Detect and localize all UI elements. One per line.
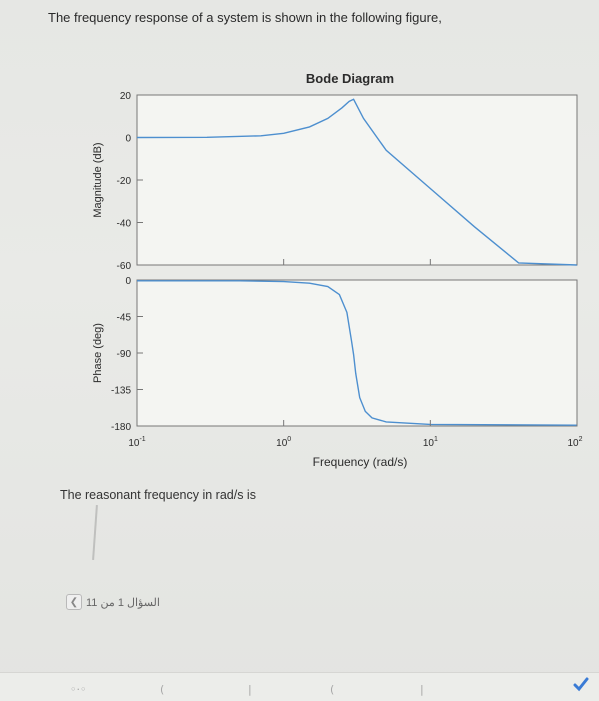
x-tick-label: 101 [423, 436, 438, 449]
magnitude-series-line [136, 98, 578, 266]
magnitude-ytick-label: -40 [117, 219, 132, 230]
magnitude-panel: Magnitude (dB) 20 0 -20 -40 -60 [92, 91, 578, 272]
phase-series-line [137, 280, 578, 426]
question-sheet: The frequency response of a system is sh… [48, 10, 583, 610]
phase-ytick-label: -180 [111, 422, 131, 433]
chart-title: Bode Diagram [306, 71, 394, 86]
answer-prompt: The reasonant frequency in rad/s is [60, 488, 256, 502]
previous-question-button[interactable]: ❮ [66, 594, 82, 610]
magnitude-plot-area [136, 94, 578, 266]
check-icon[interactable] [573, 676, 589, 692]
phase-panel: Phase (deg) 0 -45 -90 -135 -180 [92, 276, 578, 433]
bottom-toolbar: ◦·◦ ( | ( | [0, 672, 599, 701]
phase-ylabel: Phase (deg) [92, 323, 104, 383]
phase-ytick-label: 0 [125, 276, 131, 287]
x-tick-label: 102 [567, 436, 582, 449]
x-tick-label: 10-1 [128, 436, 145, 449]
toolbar-glyph-4: ( [330, 683, 335, 696]
magnitude-y-ticks: 20 0 -20 -40 -60 [117, 91, 143, 272]
pager-text: السؤال 1 من 11 [86, 596, 160, 609]
question-pager: ❮ السؤال 1 من 11 [66, 594, 160, 610]
magnitude-ylabel: Magnitude (dB) [92, 142, 104, 217]
phase-ytick-label: -90 [117, 349, 132, 360]
phase-ytick-label: -45 [117, 313, 132, 324]
magnitude-ytick-label: -20 [117, 176, 132, 187]
phase-y-ticks: 0 -45 -90 -135 -180 [111, 276, 143, 433]
x-tick-label: 100 [276, 436, 291, 449]
magnitude-ytick-label: 0 [125, 134, 131, 145]
phase-ytick-label: -135 [111, 386, 131, 397]
magnitude-ytick-label: -60 [117, 261, 132, 272]
x-axis-label: Frequency (rad/s) [313, 455, 408, 469]
toolbar-glyph-1: ◦·◦ [70, 683, 87, 696]
toolbar-glyph-3: | [248, 683, 252, 696]
toolbar-glyph-2: ( [160, 683, 165, 696]
magnitude-ytick-label: 20 [120, 91, 132, 102]
question-text: The frequency response of a system is sh… [48, 10, 442, 25]
phase-plot-area [136, 279, 578, 427]
bode-diagram: Bode Diagram Magnitude (dB) 20 0 -20 -40 -60… [92, 71, 583, 469]
toolbar-glyph-5: | [420, 683, 424, 696]
